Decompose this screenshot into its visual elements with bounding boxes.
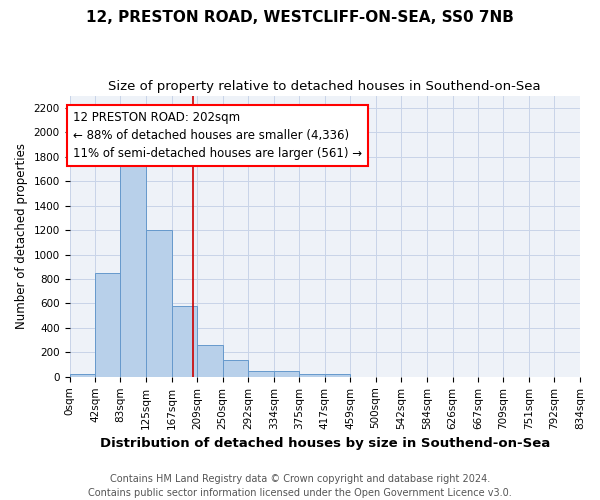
Bar bbox=[172, 306, 197, 377]
Text: 12 PRESTON ROAD: 202sqm
← 88% of detached houses are smaller (4,336)
11% of semi: 12 PRESTON ROAD: 202sqm ← 88% of detache… bbox=[73, 111, 362, 160]
Text: Contains HM Land Registry data © Crown copyright and database right 2024.
Contai: Contains HM Land Registry data © Crown c… bbox=[88, 474, 512, 498]
Y-axis label: Number of detached properties: Number of detached properties bbox=[15, 143, 28, 329]
Bar bbox=[223, 360, 248, 377]
X-axis label: Distribution of detached houses by size in Southend-on-Sea: Distribution of detached houses by size … bbox=[100, 437, 550, 450]
Bar bbox=[299, 374, 325, 377]
Bar bbox=[197, 346, 223, 377]
Bar bbox=[248, 370, 274, 377]
Bar bbox=[274, 372, 299, 377]
Text: 12, PRESTON ROAD, WESTCLIFF-ON-SEA, SS0 7NB: 12, PRESTON ROAD, WESTCLIFF-ON-SEA, SS0 … bbox=[86, 10, 514, 25]
Bar bbox=[70, 374, 95, 377]
Title: Size of property relative to detached houses in Southend-on-Sea: Size of property relative to detached ho… bbox=[109, 80, 541, 93]
Bar bbox=[121, 156, 146, 377]
Bar bbox=[325, 374, 350, 377]
Bar bbox=[95, 274, 121, 377]
Bar bbox=[146, 230, 172, 377]
